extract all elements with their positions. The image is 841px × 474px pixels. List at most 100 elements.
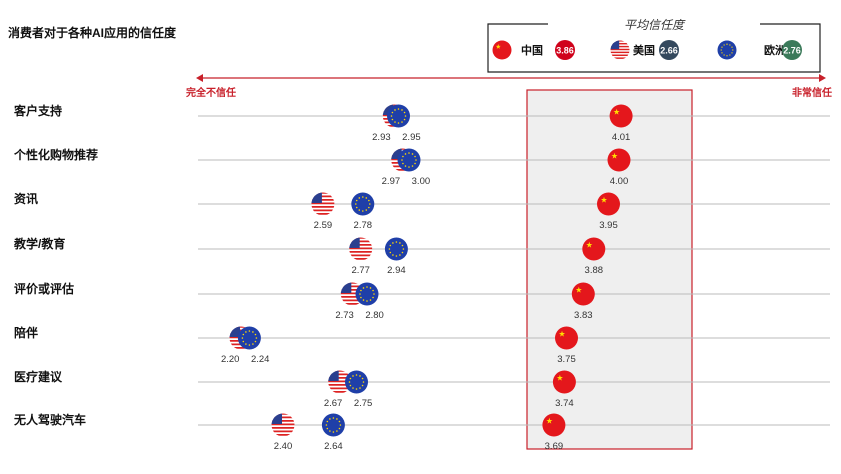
star-icon xyxy=(729,44,731,46)
canton xyxy=(229,326,240,337)
star-icon xyxy=(731,46,733,48)
stripe xyxy=(271,423,295,426)
flag-bg xyxy=(607,148,631,172)
star-icon xyxy=(248,330,251,332)
star-icon xyxy=(358,209,361,211)
data-label: 3.74 xyxy=(555,398,574,409)
data-label: 2.77 xyxy=(351,265,370,276)
star-icon xyxy=(397,108,400,110)
stripe xyxy=(349,254,373,257)
data-point-flag-icon xyxy=(542,413,566,437)
star-icon xyxy=(352,387,354,389)
stripe xyxy=(271,434,295,436)
star-icon xyxy=(349,384,352,387)
star-icon xyxy=(369,203,371,205)
stripe xyxy=(391,169,415,171)
canton xyxy=(328,370,339,381)
star-icon xyxy=(402,155,404,158)
category-label: 评价或评估 xyxy=(14,281,74,296)
star-icon xyxy=(721,46,723,48)
star-icon xyxy=(355,374,358,376)
star-icon xyxy=(389,244,392,247)
data-label: 2.64 xyxy=(324,441,343,452)
star-icon xyxy=(403,118,406,121)
flag-clip xyxy=(271,413,295,437)
data-label: 2.59 xyxy=(314,220,333,231)
star-icon xyxy=(362,287,365,289)
star-icon xyxy=(575,286,582,293)
category-label: 陪伴 xyxy=(14,325,38,340)
star-icon xyxy=(558,330,566,337)
stripe xyxy=(340,289,364,291)
star-icon xyxy=(720,49,722,51)
stripe xyxy=(610,45,630,48)
flag-bg xyxy=(552,370,576,394)
axis-left-label: 完全不信任 xyxy=(186,86,236,99)
data-point-flag-icon xyxy=(555,326,578,350)
canton xyxy=(610,40,620,50)
stripe xyxy=(311,192,335,194)
category-label: 个性化购物推荐 xyxy=(13,147,98,162)
star-icon xyxy=(349,377,352,380)
star-icon xyxy=(252,331,254,333)
data-point-flag-icon xyxy=(607,148,631,172)
star-icon xyxy=(325,424,328,426)
star-icon xyxy=(362,299,365,301)
star-icon xyxy=(401,251,404,254)
star-icon xyxy=(546,417,553,424)
stripe xyxy=(311,209,335,212)
data-label: 2.94 xyxy=(387,265,406,276)
star-icon xyxy=(404,165,407,167)
stripe xyxy=(349,237,373,239)
star-icon xyxy=(355,203,357,205)
flag-bg xyxy=(555,326,578,350)
star-icon xyxy=(242,340,245,343)
star-icon xyxy=(352,375,354,377)
stripe xyxy=(610,51,630,54)
highlight-box xyxy=(526,89,693,450)
star-icon xyxy=(391,111,394,114)
star-icon xyxy=(339,424,342,426)
data-point-flag-icon xyxy=(271,413,295,437)
legend-badge xyxy=(782,40,802,60)
stripe xyxy=(391,148,415,150)
canton xyxy=(382,104,394,115)
canton xyxy=(349,237,360,248)
data-label: 4.00 xyxy=(610,176,629,187)
flag-clip xyxy=(311,192,335,216)
flag-bg xyxy=(384,237,408,261)
star-icon xyxy=(254,333,257,336)
star-icon xyxy=(372,289,374,292)
axis-right-label: 非常信任 xyxy=(792,86,832,99)
stripe xyxy=(311,199,335,201)
data-point-flag-icon xyxy=(384,237,408,261)
data-label: 3.75 xyxy=(557,354,576,365)
star-icon xyxy=(723,54,725,56)
category-label: 客户支持 xyxy=(13,103,62,118)
star-icon xyxy=(611,152,618,159)
stripe xyxy=(349,240,373,243)
data-label: 3.69 xyxy=(545,441,564,452)
star-icon xyxy=(332,417,335,419)
data-point-flag-icon xyxy=(237,326,261,350)
star-icon xyxy=(495,44,501,49)
data-point-flag-icon xyxy=(355,282,379,306)
star-icon xyxy=(586,241,593,248)
star-icon xyxy=(721,52,723,54)
legend-label: 欧洲 xyxy=(764,43,786,57)
star-icon xyxy=(362,196,364,198)
star-icon xyxy=(326,427,329,430)
stripe xyxy=(328,370,352,372)
star-icon xyxy=(402,248,405,250)
star-icon xyxy=(348,381,351,383)
data-label: 2.78 xyxy=(354,220,373,231)
canton xyxy=(311,192,322,203)
data-label: 3.88 xyxy=(585,265,604,276)
flag-bg xyxy=(717,40,737,60)
flag-bg xyxy=(582,237,606,261)
star-icon xyxy=(372,296,374,299)
data-label: 2.97 xyxy=(382,176,401,187)
arrow-right-icon xyxy=(819,74,826,82)
flag-bg xyxy=(609,104,633,128)
